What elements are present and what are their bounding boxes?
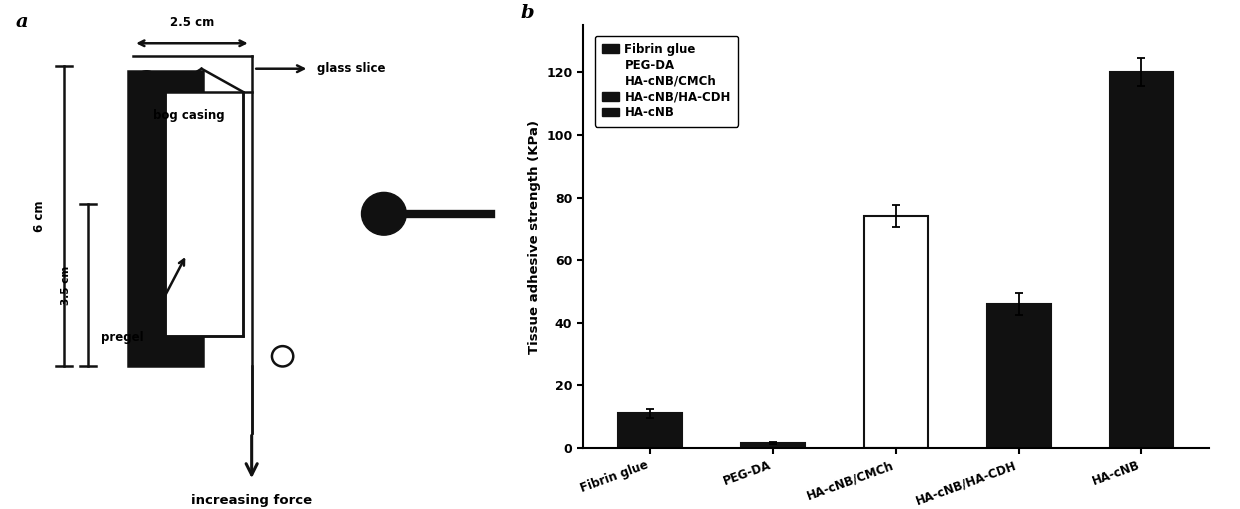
- Bar: [128, 71, 202, 366]
- Text: increasing force: increasing force: [191, 494, 312, 507]
- Legend: Fibrin glue, PEG-DA, HA-cNB/CMCh, HA-cNB/HA-CDH, HA-cNB: Fibrin glue, PEG-DA, HA-cNB/CMCh, HA-cNB…: [595, 36, 738, 127]
- Text: 3.5 cm: 3.5 cm: [61, 265, 71, 305]
- Text: bog casing: bog casing: [154, 109, 226, 123]
- Text: b: b: [521, 5, 533, 22]
- Bar: [742, 443, 805, 448]
- Bar: [1110, 72, 1173, 448]
- Bar: [165, 92, 243, 336]
- Text: 6 cm: 6 cm: [33, 201, 46, 232]
- Bar: [619, 413, 682, 448]
- Circle shape: [362, 192, 407, 235]
- Text: a: a: [16, 13, 29, 31]
- Text: 2.5 cm: 2.5 cm: [170, 16, 215, 29]
- Bar: [987, 304, 1050, 448]
- Text: glass slice: glass slice: [317, 62, 386, 75]
- Bar: [864, 216, 928, 448]
- Y-axis label: Tissue adhesive strength (KPa): Tissue adhesive strength (KPa): [527, 120, 541, 354]
- Text: pregel: pregel: [102, 331, 144, 344]
